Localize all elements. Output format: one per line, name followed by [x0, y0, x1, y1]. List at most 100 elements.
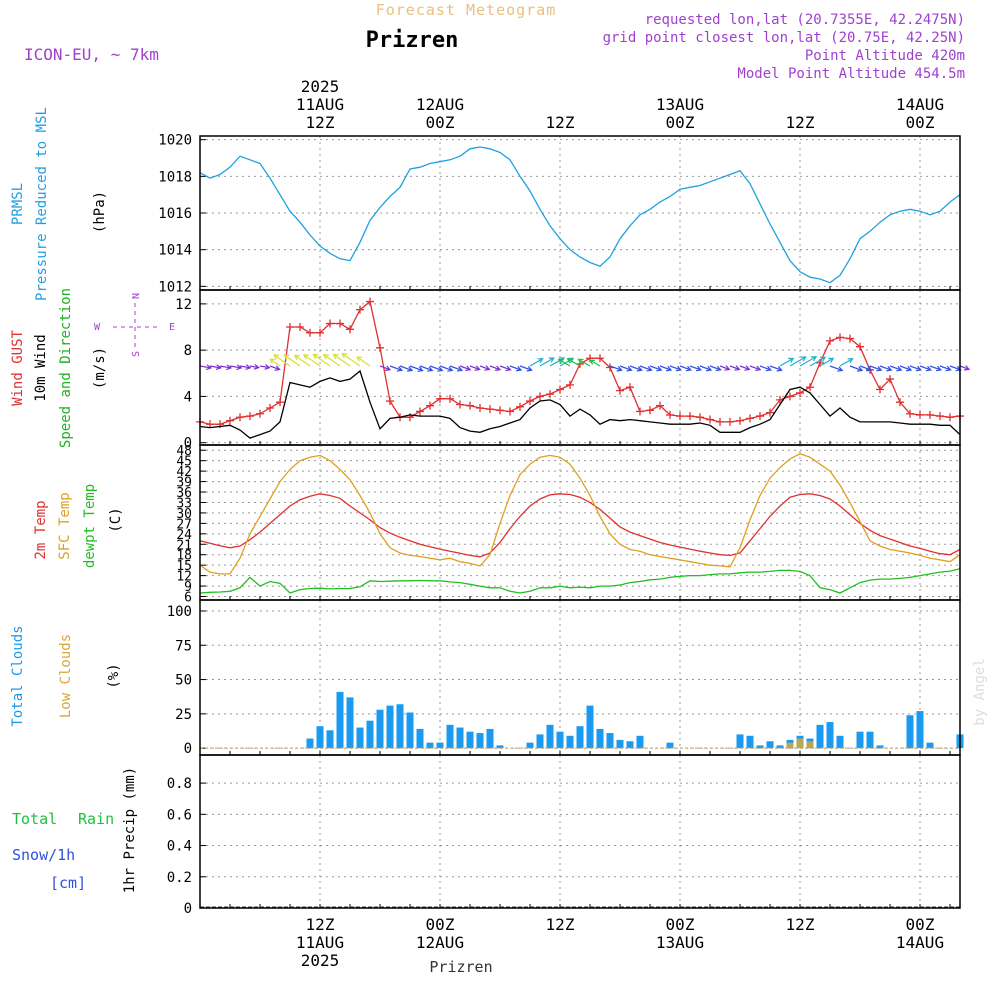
- gust-point: [466, 401, 474, 410]
- gust-point: [886, 375, 894, 384]
- gust-point: [856, 342, 864, 351]
- gust-point: [626, 383, 634, 392]
- gust-point: [916, 410, 924, 419]
- total-cloud-bar: [416, 728, 424, 749]
- gust-point: [836, 333, 844, 342]
- total-cloud-bar: [636, 735, 644, 749]
- gust-point: [706, 415, 714, 424]
- low-cloud-bar: [786, 742, 794, 749]
- gust-point: [386, 397, 394, 406]
- gust-point: [666, 410, 674, 419]
- total-cloud-bar: [566, 735, 574, 749]
- gust-point: [376, 343, 384, 352]
- sfc-line: [199, 452, 961, 575]
- wind-direction-arrow: [439, 365, 454, 372]
- gust-point: [256, 409, 264, 418]
- gust-point: [506, 407, 514, 416]
- bottom-time-label: 13AUG: [656, 933, 704, 952]
- wind-direction-arrow: [419, 365, 434, 372]
- wind-direction-arrow: [239, 364, 252, 370]
- top-time-label: 00Z: [906, 113, 935, 132]
- gust-point: [746, 414, 754, 423]
- y-tick-label: 27: [176, 517, 192, 532]
- wind-direction-arrow: [849, 365, 864, 372]
- gust-point: [636, 407, 644, 416]
- gust-point: [536, 392, 544, 401]
- label-2m-temp: 2m Temp: [33, 500, 49, 559]
- footer-location: Prizren: [429, 958, 492, 976]
- total-cloud-bar: [366, 720, 374, 749]
- wind-direction-arrow: [749, 365, 762, 372]
- wind-direction-arrow: [789, 356, 807, 367]
- bottom-time-label: 2025: [301, 951, 340, 970]
- wind-direction-arrow: [588, 359, 601, 367]
- top-time-label: 00Z: [426, 113, 455, 132]
- wind-direction-arrow: [889, 365, 903, 372]
- label-wind-gust: Wind GUST: [10, 330, 26, 406]
- wind-panel-labels: Wind GUST 10m Wind Speed and Direction (…: [10, 288, 175, 448]
- top-time-label: 00Z: [666, 113, 695, 132]
- panel-frame: [199, 754, 961, 909]
- label-pressure-msl: Pressure Reduced to MSL: [34, 107, 50, 301]
- label-dewpt-temp: dewpt Temp: [82, 484, 98, 568]
- compass-w: W: [94, 322, 101, 333]
- total-cloud-bar: [916, 711, 924, 749]
- wind-direction-arrow: [356, 356, 371, 367]
- label-prmsl: PRMSL: [10, 183, 26, 225]
- gust-point: [306, 328, 314, 337]
- gust-point: [276, 398, 284, 407]
- total-cloud-bar: [486, 728, 494, 749]
- label-ms: (m/s): [92, 347, 108, 389]
- total-cloud-bar: [306, 738, 314, 749]
- wind-direction-arrow: [479, 365, 491, 371]
- low-cloud-bar: [796, 738, 804, 749]
- wind-direction-arrow: [959, 365, 971, 371]
- gust-point: [526, 397, 534, 406]
- total-cloud-bar: [526, 742, 534, 749]
- label-total: Total: [12, 810, 57, 828]
- total-cloud-bar: [446, 724, 454, 749]
- total-cloud-bar: [606, 733, 614, 749]
- gust-point: [326, 319, 334, 328]
- total-cloud-bar: [536, 734, 544, 749]
- wind-direction-arrow: [729, 365, 741, 371]
- total-cloud-bar: [836, 735, 844, 749]
- y-tick-label: 21: [176, 538, 192, 553]
- y-tick-label: 24: [176, 528, 192, 543]
- wind-direction-arrow: [469, 365, 481, 371]
- total-cloud-bar: [556, 731, 564, 749]
- wind-direction-arrow: [809, 356, 827, 367]
- bottom-time-label: 12Z: [786, 915, 815, 934]
- gust-point: [926, 410, 934, 419]
- panels: 1012101410161018102004812691215182124273…: [158, 133, 971, 917]
- model-altitude: Model Point Altitude 454.5m: [737, 66, 965, 82]
- bottom-time-label: 00Z: [906, 915, 935, 934]
- total-cloud-bar: [336, 691, 344, 749]
- total-cloud-bar: [346, 697, 354, 749]
- label-snow: Snow/1h: [12, 846, 75, 864]
- wind-direction-arrow: [332, 353, 351, 367]
- wind-direction-arrow: [312, 353, 331, 367]
- label-celsius: (C): [108, 507, 124, 532]
- total-cloud-bar: [406, 712, 414, 749]
- gust-point: [656, 401, 664, 410]
- top-time-label: 12Z: [786, 113, 815, 132]
- label-sfc-temp: SFC Temp: [57, 492, 73, 559]
- y-tick-label: 6: [184, 591, 192, 606]
- y-tick-label: 1020: [158, 133, 192, 149]
- wind-direction-arrow: [519, 365, 533, 372]
- wind-direction-arrow: [269, 365, 281, 371]
- total-cloud-bar: [436, 742, 444, 749]
- total-cloud-bar: [586, 705, 594, 749]
- wind-direction-arrow: [669, 365, 683, 372]
- total-cloud-bar: [356, 727, 364, 749]
- y-tick-label: 1012: [158, 279, 192, 295]
- label-total-clouds: Total Clouds: [10, 625, 26, 726]
- total-cloud-bar: [396, 704, 404, 749]
- y-tick-label: 25: [175, 707, 192, 723]
- gust-point: [946, 413, 954, 422]
- gust-point: [616, 386, 624, 395]
- wind-direction-arrow: [499, 365, 512, 372]
- wind-direction-arrow: [566, 358, 581, 367]
- wind-direction-arrow: [619, 365, 633, 372]
